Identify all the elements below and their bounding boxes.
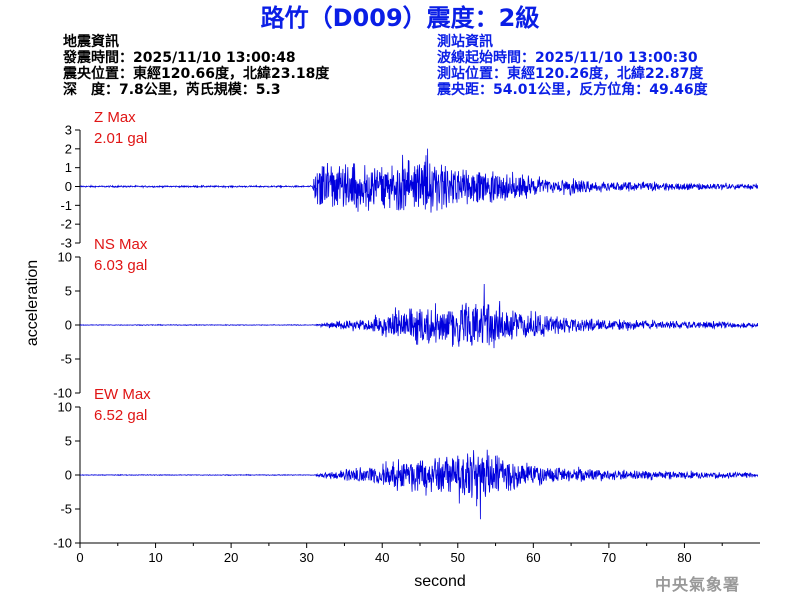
z-y-tick-label: 2	[65, 141, 72, 156]
ns-max-label: NS Max	[94, 236, 148, 253]
page-title: 路竹（D009）震度：2級	[260, 4, 540, 32]
distance-azimuth: 震央距：54.01公里，反方位角：49.46度	[437, 82, 708, 98]
ns-y-tick-label: 10	[58, 250, 72, 265]
wave-start-time: 波線起始時間：2025/11/10 13:00:30	[437, 50, 698, 66]
agency-credit: 中央氣象署	[655, 575, 741, 594]
ns-y-tick-label: -5	[60, 352, 72, 367]
ew-max-value-label: 6.52 gal	[94, 407, 147, 424]
x-tick-label: 0	[76, 550, 83, 565]
station-info-block: 測站資訊 波線起始時間：2025/11/10 13:00:30 測站位置：東經1…	[437, 34, 708, 98]
x-tick-label: 10	[148, 550, 162, 565]
ns-waveform	[79, 283, 759, 349]
ew-max-label: EW Max	[94, 386, 151, 403]
z-y-tick-label: -1	[60, 198, 72, 213]
y-axis-title: acceleration	[24, 260, 41, 346]
z-y-tick-label: -2	[60, 217, 72, 232]
ns-y-tick-label: -10	[53, 386, 72, 401]
ew-y-tick-label: -10	[53, 536, 72, 551]
z-max-value-label: 2.01 gal	[94, 130, 147, 147]
x-tick-label: 60	[526, 550, 540, 565]
x-tick-label: 40	[375, 550, 389, 565]
event-info-heading: 地震資訊	[63, 34, 119, 50]
ns-y-tick-label: 0	[65, 318, 72, 333]
ns-max-value-label: 6.03 gal	[94, 257, 147, 274]
ew-y-tick-label: -5	[60, 502, 72, 517]
ew-y-tick-label: 0	[65, 468, 72, 483]
epicenter-location: 震央位置：東經120.66度，北緯23.18度	[63, 66, 330, 82]
x-tick-label: 30	[299, 550, 313, 565]
z-y-tick-label: -3	[60, 236, 72, 251]
x-tick-label: 50	[451, 550, 465, 565]
station-location: 測站位置：東經120.26度，北緯22.87度	[437, 66, 704, 82]
x-axis-title: second	[414, 573, 466, 590]
z-y-tick-label: 0	[65, 179, 72, 194]
station-info-heading: 測站資訊	[437, 34, 493, 50]
x-tick-label: 70	[602, 550, 616, 565]
depth-magnitude: 深 度：7.8公里，芮氏規模：5.3	[63, 82, 281, 98]
ns-y-tick-label: 5	[65, 284, 72, 299]
z-max-label: Z Max	[94, 109, 136, 126]
x-tick-label: 80	[677, 550, 691, 565]
origin-time: 發震時間：2025/11/10 13:00:48	[63, 50, 296, 66]
z-y-tick-label: 3	[65, 123, 72, 138]
z-waveform	[79, 148, 759, 213]
z-y-tick-label: 1	[65, 160, 72, 175]
ew-waveform	[79, 449, 759, 520]
ew-y-tick-label: 5	[65, 434, 72, 449]
event-info-block: 地震資訊 發震時間：2025/11/10 13:00:48 震央位置：東經120…	[63, 34, 329, 98]
x-tick-label: 20	[224, 550, 238, 565]
ew-y-tick-label: 10	[58, 400, 72, 415]
